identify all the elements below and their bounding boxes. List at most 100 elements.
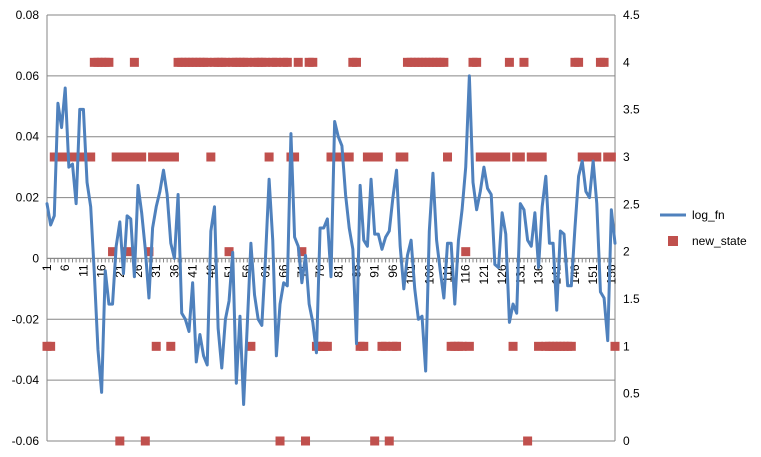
new-state-point — [443, 152, 453, 162]
new-state-point — [508, 341, 518, 351]
new-state-point — [439, 57, 449, 67]
y2-tick-label: 2.5 — [623, 197, 640, 211]
y2-tick-label: 0 — [623, 434, 630, 448]
y2-tick-label: 1 — [623, 339, 630, 353]
x-tick-label: 126 — [495, 264, 509, 284]
new-state-point — [264, 152, 274, 162]
new-state-point — [537, 152, 547, 162]
log-fn-series — [45, 74, 617, 406]
y2-tick-label: 1.5 — [623, 292, 640, 306]
new-state-point — [523, 436, 533, 446]
new-state-point — [301, 436, 311, 446]
new-state-point — [148, 152, 158, 162]
y2-tick-label: 3 — [623, 150, 630, 164]
y-tick-label: -0.06 — [12, 434, 40, 448]
legend-label: log_fn — [692, 208, 725, 222]
x-tick-label: 96 — [386, 264, 400, 278]
new-state-point — [534, 341, 544, 351]
x-tick-label: 91 — [368, 264, 382, 278]
x-tick-label: 136 — [532, 264, 546, 284]
new-state-point — [457, 341, 467, 351]
new-state-point — [104, 57, 114, 67]
new-state-point — [260, 57, 270, 67]
x-tick-label: 116 — [459, 264, 473, 283]
new-state-point — [461, 247, 471, 257]
x-tick-label: 146 — [568, 264, 582, 284]
new-state-point — [606, 152, 616, 162]
new-state-point — [322, 341, 332, 351]
new-state-point — [206, 152, 216, 162]
new-state-point — [610, 341, 620, 351]
new-state-point — [140, 436, 150, 446]
new-state-point — [344, 152, 354, 162]
y-tick-label: 0.08 — [16, 8, 40, 22]
new-state-point — [530, 152, 540, 162]
y2-tick-label: 4 — [623, 55, 630, 69]
new-state-point — [115, 436, 125, 446]
new-state-point — [220, 57, 230, 67]
new-state-point — [224, 247, 234, 257]
new-state-point — [86, 152, 96, 162]
new-state-point — [399, 152, 409, 162]
x-tick-label: 1 — [40, 264, 54, 271]
new-state-point — [282, 57, 292, 67]
x-tick-label: 86 — [349, 264, 363, 278]
new-state-point — [108, 247, 118, 257]
new-state-point — [370, 436, 380, 446]
legend-marker-new-state — [668, 236, 678, 246]
new-state-point — [290, 152, 300, 162]
new-state-point — [242, 57, 252, 67]
x-tick-label: 131 — [513, 264, 527, 284]
y2-tick-label: 0.5 — [623, 387, 640, 401]
x-tick-label: 36 — [167, 264, 181, 278]
y2-tick-label: 2 — [623, 245, 630, 259]
new-state-point — [381, 341, 391, 351]
new-state-point — [566, 341, 576, 351]
new-state-point — [359, 341, 369, 351]
new-state-point — [392, 341, 402, 351]
new-state-point — [293, 57, 303, 67]
y-tick-label: 0 — [32, 251, 39, 265]
new-state-point — [202, 57, 212, 67]
new-state-point — [366, 152, 376, 162]
y-tick-label: -0.02 — [12, 312, 40, 326]
new-state-point — [519, 57, 529, 67]
log-fn-line — [45, 74, 617, 406]
new-state-point — [166, 341, 176, 351]
new-state-point — [151, 341, 161, 351]
x-tick-label: 81 — [331, 264, 345, 278]
new-state-point — [574, 57, 584, 67]
new-state-point — [271, 57, 281, 67]
axes: -0.06 -0.04 -0.02 0 0.02 0.04 0.06 0.08 0 0.5 1 1.5… — [12, 8, 640, 448]
new-state-point — [297, 247, 307, 257]
x-tick-label: 156 — [604, 264, 618, 284]
x-tick-label: 6 — [58, 264, 72, 271]
x-tick-label: 31 — [149, 264, 163, 278]
new-state-point — [351, 57, 361, 67]
y-tick-label: 0.04 — [16, 130, 40, 144]
legend: log_fn new_state — [660, 208, 747, 248]
new-state-point — [501, 152, 511, 162]
new-state-point — [169, 152, 179, 162]
new-state-point — [504, 57, 514, 67]
new-state-point — [111, 152, 121, 162]
new-state-point — [373, 152, 383, 162]
y2-tick-label: 3.5 — [623, 103, 640, 117]
new-state-point — [308, 57, 318, 67]
new-state-point — [464, 341, 474, 351]
new-state-point — [592, 152, 602, 162]
x-tick-label: 41 — [186, 264, 200, 278]
x-tick-label: 121 — [477, 264, 491, 284]
new-state-point — [126, 152, 136, 162]
y2-tick-label: 4.5 — [623, 8, 640, 22]
x-tick-label: 11 — [76, 264, 90, 277]
y-tick-label: -0.04 — [12, 373, 40, 387]
y-tick-label: 0.02 — [16, 191, 40, 205]
new-state-point — [162, 152, 172, 162]
new-state-point — [118, 152, 128, 162]
new-state-point — [46, 341, 56, 351]
new-state-point — [129, 57, 139, 67]
new-state-point — [122, 247, 132, 257]
new-state-point — [384, 436, 394, 446]
